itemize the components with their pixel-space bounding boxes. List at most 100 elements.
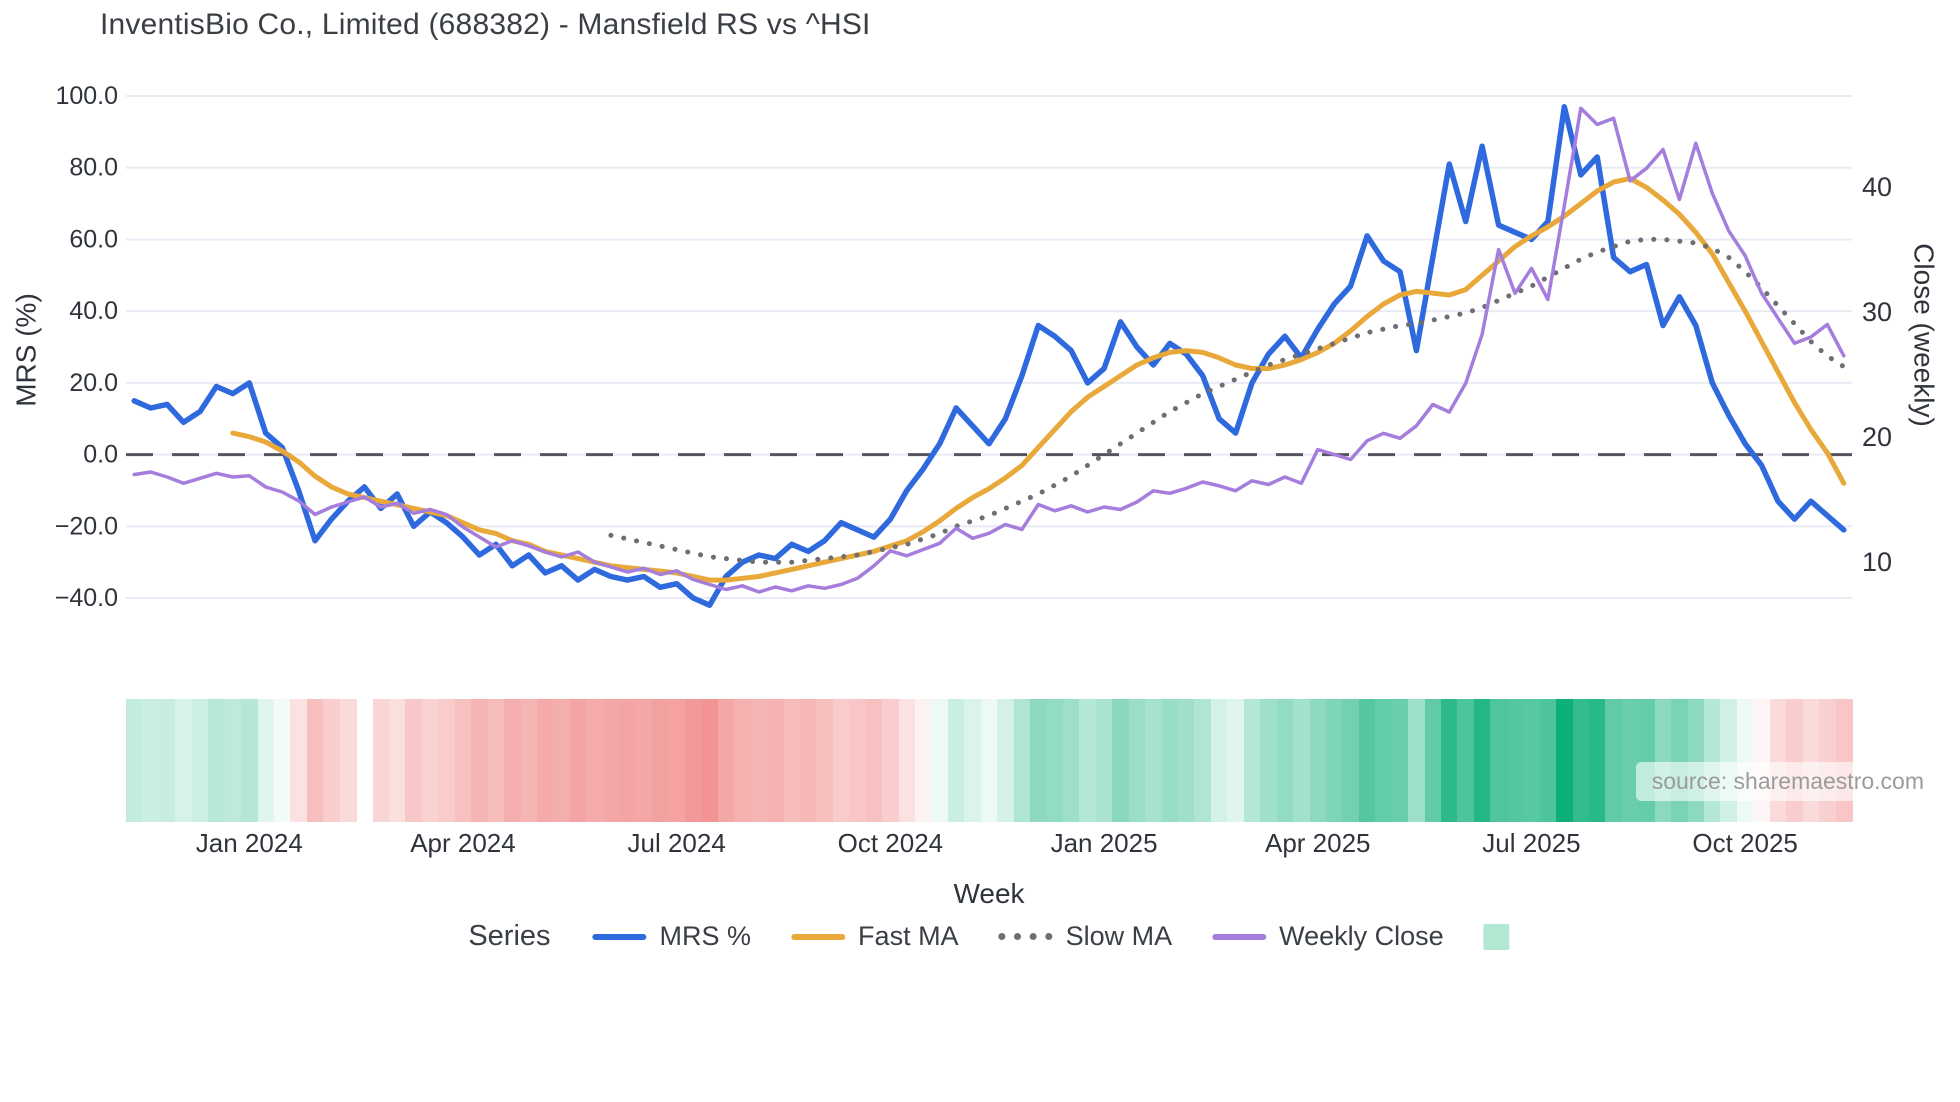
heatmap-band — [1013, 699, 1031, 822]
heatmap-band — [1095, 699, 1113, 822]
heatmap-band — [208, 699, 226, 822]
left-tick-label: 60.0 — [69, 225, 118, 253]
heatmap-band — [1161, 699, 1179, 822]
heatmap-band — [619, 699, 637, 822]
x-axis-title: Week — [953, 878, 1025, 909]
heatmap-band — [1046, 699, 1064, 822]
series-line-mrs- — [131, 104, 1847, 608]
heatmap-band — [1210, 699, 1228, 822]
heatmap-band — [915, 699, 933, 822]
heatmap-band — [126, 699, 144, 822]
heatmap-band — [1523, 699, 1541, 822]
heatmap-band — [1605, 699, 1623, 822]
legend-item-slow-ma[interactable]: Slow MA — [998, 921, 1173, 952]
heatmap-band — [1375, 699, 1393, 822]
legend-swatch-icon — [1483, 923, 1510, 950]
heatmap-band — [1309, 699, 1327, 822]
heatmap-band — [947, 699, 965, 822]
heatmap-band — [1441, 699, 1459, 822]
heatmap-band — [1243, 699, 1261, 822]
heatmap-band — [257, 699, 275, 822]
legend-items: MRS % Fast MA Slow MA Weekly Close — [592, 921, 1510, 952]
heatmap-band — [224, 699, 242, 822]
heatmap-band — [849, 699, 867, 822]
heatmap-band — [1079, 699, 1097, 822]
legend-item-heatmap[interactable] — [1483, 923, 1510, 950]
right-tick-label: 10 — [1862, 547, 1892, 577]
heatmap-band — [1128, 699, 1146, 822]
heatmap-band — [1753, 699, 1771, 822]
heatmap-band — [405, 699, 423, 822]
left-tick-label: 100.0 — [55, 82, 118, 110]
heatmap-band — [389, 699, 407, 822]
heatmap-band — [158, 699, 176, 822]
legend-item-mrs-[interactable]: MRS % — [592, 921, 751, 952]
heatmap-band — [1473, 699, 1491, 822]
legend-item-label: Slow MA — [1065, 921, 1173, 951]
heatmap-band — [1786, 699, 1804, 822]
right-tick-label: 30 — [1862, 297, 1892, 327]
heatmap-band — [1408, 699, 1426, 822]
heatmap-band — [931, 699, 949, 822]
legend-item-fast-ma[interactable]: Fast MA — [791, 921, 959, 952]
heatmap-band — [1769, 699, 1787, 822]
heatmap-band — [1572, 699, 1590, 822]
heatmap-band — [1293, 699, 1311, 822]
x-tick-label: Apr 2024 — [410, 828, 516, 858]
heatmap-band — [1030, 699, 1048, 822]
legend-item-weekly-close[interactable]: Weekly Close — [1212, 921, 1444, 952]
heatmap-band — [339, 699, 357, 822]
left-tick-label: −20.0 — [55, 512, 118, 540]
heatmap-band — [323, 699, 341, 822]
heatmap-band — [438, 699, 456, 822]
heatmap-band — [1736, 699, 1754, 822]
heatmap-band — [1391, 699, 1409, 822]
heatmap-band — [1671, 699, 1689, 822]
heatmap-band — [1588, 699, 1607, 822]
legend-item-label: Fast MA — [858, 921, 959, 951]
heatmap-band — [799, 699, 817, 822]
heatmap-band — [306, 699, 324, 822]
heatmap-band — [372, 699, 390, 822]
left-tick-label: 40.0 — [69, 297, 118, 325]
heatmap-band — [1145, 699, 1163, 822]
watermark: source: sharemaestro.com — [1635, 762, 1940, 801]
series-line-weekly-close — [132, 106, 1846, 594]
heatmap-band — [734, 699, 752, 822]
heatmap-band — [1260, 699, 1278, 822]
x-tick-label: Jan 2025 — [1050, 828, 1158, 858]
heatmap-band — [1704, 699, 1722, 822]
heatmap-band — [504, 699, 522, 822]
heatmap-band — [1490, 699, 1508, 822]
heatmap-band — [1358, 699, 1376, 822]
heatmap-band — [980, 699, 998, 822]
heatmap-band — [997, 699, 1015, 822]
legend-swatch-icon — [1212, 933, 1267, 940]
heatmap-band — [586, 699, 604, 822]
heatmap-band — [1457, 699, 1475, 822]
heatmap-band — [1227, 699, 1245, 822]
legend-title: Series — [468, 920, 551, 952]
heatmap-band — [750, 699, 768, 822]
heatmap-band — [816, 699, 834, 822]
heatmap-band — [684, 699, 702, 822]
x-tick-label: Jul 2024 — [627, 828, 726, 858]
heatmap-band — [1194, 699, 1212, 822]
heatmap-band — [487, 699, 505, 822]
heatmap-band — [520, 699, 538, 822]
x-tick-label: Oct 2025 — [1692, 828, 1798, 858]
heatmap-band — [1112, 699, 1130, 822]
left-tick-label: 80.0 — [69, 154, 118, 182]
heatmap-band — [553, 699, 571, 822]
heatmap-band — [290, 699, 308, 822]
heatmap-band — [273, 699, 291, 822]
heatmap-band — [175, 699, 193, 822]
legend-swatch-icon — [791, 933, 846, 940]
heatmap-band — [1178, 699, 1196, 822]
heatmap-band — [569, 699, 587, 822]
heatmap-band — [701, 699, 719, 822]
left-tick-label: −40.0 — [55, 584, 118, 612]
heatmap-band — [832, 699, 850, 822]
x-tick-label: Oct 2024 — [837, 828, 944, 858]
